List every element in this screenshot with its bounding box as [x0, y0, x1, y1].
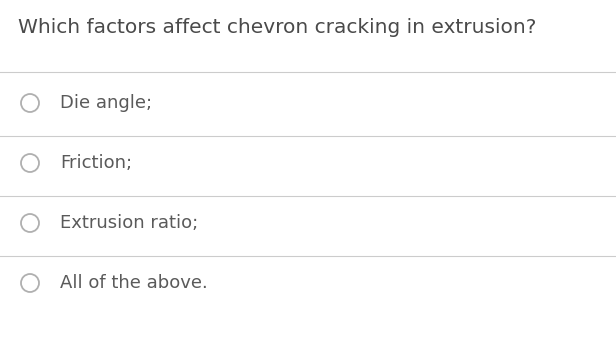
Text: Die angle;: Die angle; — [60, 94, 152, 112]
Text: Extrusion ratio;: Extrusion ratio; — [60, 214, 198, 232]
Text: Which factors affect chevron cracking in extrusion?: Which factors affect chevron cracking in… — [18, 18, 537, 37]
Text: All of the above.: All of the above. — [60, 274, 208, 292]
Text: Friction;: Friction; — [60, 154, 132, 172]
